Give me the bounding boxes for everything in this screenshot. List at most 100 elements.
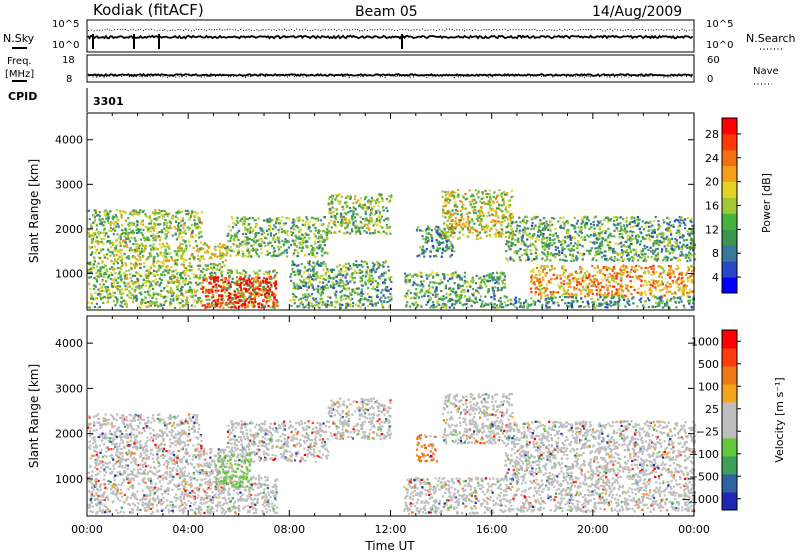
power-cell [447,191,450,194]
power-cell [213,299,217,302]
power-cell [157,269,160,272]
power-cell [285,239,288,242]
power-cell [237,245,240,248]
power-cell [433,290,437,293]
power-cell [124,231,128,234]
power-cell [170,280,174,283]
power-cell [113,254,116,257]
power-cell [169,281,172,285]
power-cell [218,294,221,297]
power-cell [108,250,111,253]
power-cell [501,192,504,195]
power-cell [255,294,258,297]
power-cell [436,241,439,244]
power-cell [359,203,362,206]
power-cell [535,237,538,240]
power-cell [609,232,612,235]
power-cell [119,275,122,278]
power-cell [136,213,139,216]
power-cell [356,293,359,296]
power-cell [91,234,94,237]
power-cell [668,252,671,255]
power-cell [293,263,296,266]
power-cell [265,296,268,299]
power-cell [152,302,155,305]
power-cell [595,250,598,253]
power-cell [387,200,390,203]
power-cell [272,254,275,257]
power-cell [192,275,196,279]
power-cell [347,287,350,290]
power-cell [139,222,142,225]
power-cell [235,296,238,299]
power-cell [264,295,267,298]
power-cell [561,251,564,254]
power-cell [340,299,343,302]
power-cell [443,275,446,278]
power-cell [567,222,570,225]
power-cell [100,248,103,251]
power-cell [246,247,249,250]
power-cell [442,273,445,276]
power-cell [138,249,141,253]
power-cell [375,218,378,221]
power-cell [328,230,331,233]
power-cell [307,278,310,281]
power-cell [383,300,386,303]
power-cell [305,299,308,302]
power-cell [181,300,184,303]
power-cell [113,277,116,280]
power-cell [505,193,508,196]
power-cell [163,227,166,230]
power-cell [247,303,250,306]
power-cell [198,259,202,262]
power-cell [653,228,656,231]
power-cell [158,239,162,242]
power-cell [675,231,678,235]
power-cell [349,275,352,278]
power-cell [351,305,355,308]
power-cell [106,257,109,260]
power-cell [431,286,434,289]
power-cell [89,247,92,250]
power-cell [235,269,238,272]
power-cell [238,295,241,298]
power-cell [684,254,687,257]
power-cell [216,277,220,281]
power-cell [522,221,525,224]
power-cell [449,213,452,216]
power-cell [445,304,448,307]
power-cell [459,301,462,304]
power-cell [98,234,101,237]
power-cell [118,241,121,244]
power-cell [206,290,209,294]
power-cell [324,265,327,268]
power-cell [227,294,230,297]
power-cell [432,276,435,279]
power-cell [227,225,230,228]
power-cell [381,197,384,200]
power-cell [140,247,143,250]
power-cell [147,305,150,308]
power-cell [596,247,599,250]
power-cell [569,238,572,241]
power-cell [642,248,645,251]
power-cell [566,230,569,233]
power-cell [354,271,357,274]
power-cell [643,255,646,259]
power-cell [448,287,451,290]
power-cell [194,305,197,308]
power-cell [420,252,423,255]
power-cell [111,291,114,294]
power-cell [457,193,460,196]
power-cell [345,201,348,204]
power-cell [490,208,493,211]
power-cell [370,217,373,220]
power-cell [625,251,628,254]
power-cell [509,258,512,261]
power-cell [670,233,673,236]
power-cell [504,216,507,219]
power-cell [246,249,249,252]
power-cell [156,218,159,221]
power-cell [326,231,329,234]
